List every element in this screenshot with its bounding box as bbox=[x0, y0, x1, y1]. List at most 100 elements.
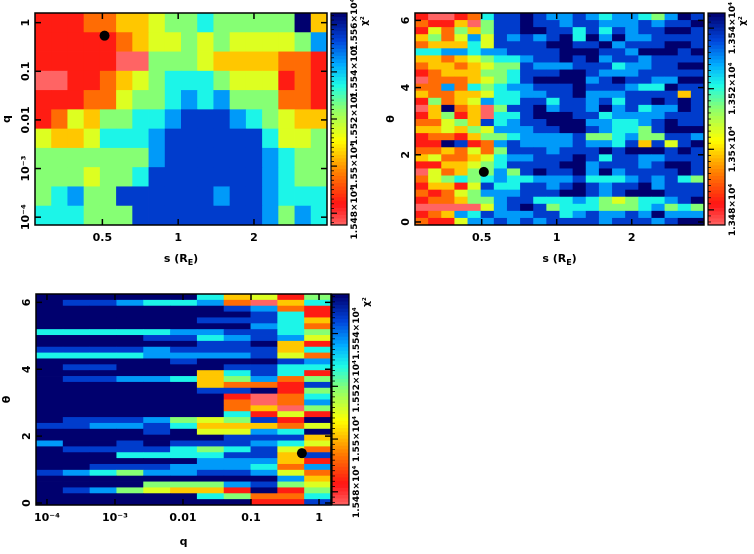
heatmap-cell bbox=[170, 393, 198, 400]
heatmap-cell bbox=[36, 299, 64, 307]
heatmap-cell bbox=[546, 217, 560, 226]
heatmap-cell bbox=[229, 128, 247, 149]
heatmap-cell bbox=[143, 411, 171, 418]
colorbar-segment bbox=[332, 480, 349, 485]
heatmap-cell bbox=[223, 475, 251, 482]
heatmap-cell bbox=[651, 147, 665, 155]
heatmap-cell bbox=[441, 217, 455, 226]
heatmap-cell bbox=[520, 154, 534, 162]
heatmap-cell bbox=[677, 13, 692, 21]
heatmap-cell bbox=[36, 452, 64, 459]
x-tick-label: 2 bbox=[250, 231, 258, 244]
heatmap-cell bbox=[677, 76, 692, 85]
heatmap-cell bbox=[572, 203, 587, 212]
heatmap-cell bbox=[89, 323, 117, 330]
heatmap-cell bbox=[164, 70, 182, 91]
heatmap-cell bbox=[441, 62, 455, 70]
heatmap-cell bbox=[223, 417, 251, 424]
heatmap-cell bbox=[116, 469, 144, 477]
heatmap-cell bbox=[278, 70, 295, 91]
heatmap-cell bbox=[506, 210, 521, 219]
heatmap-cell bbox=[148, 70, 166, 91]
colorbar-segment bbox=[708, 133, 725, 138]
heatmap-cell bbox=[223, 499, 251, 506]
heatmap-cell bbox=[277, 493, 305, 500]
colorbar-segment bbox=[331, 20, 347, 25]
heatmap-cell bbox=[197, 109, 214, 130]
heatmap-cell bbox=[262, 13, 279, 33]
colorbar-segment bbox=[332, 329, 349, 334]
colorbar-tick-label: 1.348×10⁴ bbox=[728, 184, 738, 237]
heatmap-cell bbox=[164, 32, 182, 52]
colorbar-segment bbox=[332, 364, 349, 369]
heatmap-cell bbox=[546, 140, 560, 148]
heatmap-cell bbox=[36, 335, 64, 342]
heatmap-cell bbox=[83, 186, 101, 207]
heatmap-cell bbox=[89, 340, 117, 348]
heatmap-cell bbox=[36, 463, 64, 471]
heatmap-cell bbox=[559, 62, 574, 70]
heatmap-cell bbox=[612, 48, 626, 56]
heatmap-cell bbox=[612, 13, 626, 21]
heatmap-cell bbox=[506, 83, 521, 92]
heatmap-cell bbox=[625, 154, 639, 162]
heatmap-cell bbox=[506, 161, 521, 169]
colorbar-segment bbox=[708, 34, 725, 39]
heatmap-cell bbox=[454, 196, 468, 205]
heatmap-cell bbox=[428, 97, 442, 106]
heatmap-cell bbox=[454, 126, 468, 134]
heatmap-cell bbox=[638, 27, 652, 35]
heatmap-cell bbox=[170, 422, 198, 430]
heatmap-cell bbox=[250, 499, 278, 506]
heatmap-cell bbox=[612, 62, 626, 70]
heatmap-cell bbox=[480, 41, 495, 49]
heatmap-cell bbox=[83, 51, 101, 72]
heatmap-cell bbox=[304, 340, 332, 348]
heatmap-cell bbox=[89, 305, 117, 312]
colorbar-segment bbox=[332, 462, 349, 467]
heatmap-cell bbox=[197, 128, 214, 149]
heatmap-cell bbox=[612, 27, 626, 35]
heatmap-cell bbox=[62, 463, 91, 471]
heatmap-cell bbox=[559, 83, 574, 92]
heatmap-cell bbox=[294, 51, 312, 72]
heatmap-cell bbox=[546, 203, 560, 212]
heatmap-cell bbox=[89, 493, 117, 500]
heatmap-cell bbox=[250, 487, 278, 494]
heatmap-cell bbox=[664, 104, 679, 113]
colorbar-segment bbox=[332, 431, 349, 436]
heatmap-cell bbox=[170, 481, 198, 488]
heatmap-cell bbox=[415, 90, 429, 99]
heatmap-cell bbox=[164, 128, 182, 149]
heatmap-cell bbox=[559, 76, 574, 85]
heatmap-cell bbox=[520, 161, 534, 169]
heatmap-cell bbox=[651, 111, 665, 120]
heatmap-cell bbox=[467, 154, 482, 162]
colorbar-segment bbox=[331, 55, 347, 60]
colorbar-segment bbox=[331, 207, 347, 212]
heatmap-cell bbox=[99, 109, 117, 130]
heatmap-cell bbox=[572, 147, 587, 155]
heatmap-cell bbox=[250, 311, 278, 318]
heatmap-cell bbox=[36, 458, 64, 465]
heatmap-cell bbox=[454, 210, 468, 219]
heatmap-cell bbox=[170, 417, 198, 424]
heatmap-cell bbox=[690, 154, 705, 162]
heatmap-cell bbox=[62, 311, 91, 318]
heatmap-cell bbox=[304, 487, 332, 494]
heatmap-cell bbox=[480, 196, 495, 205]
heatmap-cell bbox=[664, 41, 679, 49]
colorbar-segment bbox=[708, 182, 725, 187]
heatmap-cell bbox=[664, 55, 679, 63]
heatmap-cell bbox=[277, 299, 305, 307]
heatmap-cell bbox=[677, 104, 692, 113]
heatmap-cell bbox=[304, 475, 332, 482]
heatmap-cell bbox=[454, 20, 468, 28]
heatmap-cell bbox=[428, 111, 442, 120]
heatmap-cell bbox=[116, 411, 144, 418]
heatmap-cell bbox=[164, 205, 182, 226]
heatmap-cell bbox=[598, 76, 613, 85]
heatmap-cell bbox=[304, 446, 332, 453]
heatmap-cell bbox=[116, 167, 133, 187]
